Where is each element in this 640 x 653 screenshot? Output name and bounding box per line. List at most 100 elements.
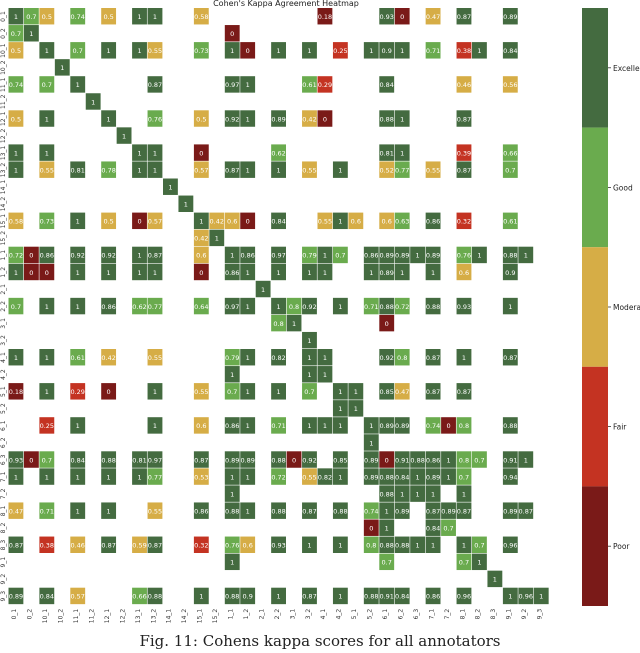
- heatmap-cell: [193, 212, 209, 230]
- heatmap-cell: [502, 587, 518, 605]
- heatmap-cell: [533, 587, 549, 605]
- cell-value-label: 0.42: [210, 218, 224, 226]
- cell-value-label: 0.82: [271, 354, 285, 362]
- heatmap-cell: [302, 366, 317, 383]
- heatmap-cell: [39, 246, 55, 264]
- cell-value-label: 0.7: [474, 456, 484, 464]
- cell-value-label: 0.57: [70, 593, 84, 601]
- cell-value-label: 1: [246, 422, 250, 430]
- y-tick-label: 4_1: [0, 352, 7, 363]
- heatmap-cell: [425, 451, 441, 468]
- cell-value-label: 0: [385, 456, 389, 464]
- cell-value-label: 0.46: [457, 81, 471, 89]
- cell-value-label: 0.6: [351, 218, 361, 226]
- heatmap-cell: [271, 314, 286, 332]
- cell-value-label: 1: [508, 303, 512, 311]
- cell-value-label: 1: [137, 47, 141, 55]
- heatmap-cell: [394, 212, 410, 230]
- cell-value-label: 0.55: [194, 388, 208, 396]
- heatmap-cell: [240, 76, 256, 93]
- cell-value-label: 1: [230, 490, 234, 498]
- heatmap-cell: [302, 161, 317, 178]
- heatmap-cell: [101, 212, 117, 230]
- cell-value-label: 1: [276, 593, 280, 601]
- cell-value-label: 0.7: [459, 559, 469, 567]
- cell-value-label: 0.77: [148, 473, 162, 481]
- heatmap-cell: [8, 246, 24, 264]
- heatmap-cell: [240, 468, 256, 485]
- heatmap-cell: [518, 246, 534, 264]
- heatmap-cell: [394, 468, 410, 485]
- cell-value-label: 0: [292, 456, 296, 464]
- cell-value-label: 0: [323, 115, 327, 123]
- x-tick-label: 1_2: [243, 609, 250, 620]
- cell-value-label: 1: [230, 473, 234, 481]
- cell-value-label: 1: [153, 388, 157, 396]
- y-tick-label: 8_2: [0, 523, 7, 534]
- heatmap-cell: [224, 485, 240, 502]
- cell-value-label: 1: [323, 371, 327, 379]
- cell-value-label: 0.89: [379, 269, 393, 277]
- cell-value-label: 0.88: [148, 593, 162, 601]
- cell-value-label: 1: [385, 525, 389, 533]
- cell-value-label: 0.89: [503, 13, 517, 21]
- cell-value-label: 0.91: [379, 593, 393, 601]
- heatmap-cell: [8, 161, 24, 178]
- cell-value-label: 0.55: [40, 166, 54, 174]
- cell-value-label: 1: [416, 542, 420, 550]
- heatmap-cell: [147, 263, 163, 281]
- cell-value-label: 0.89: [441, 507, 455, 515]
- heatmap-cell: [271, 417, 286, 434]
- cell-value-label: 0: [230, 30, 234, 38]
- heatmap-cell: [302, 502, 317, 519]
- y-tick-label: 4_2: [0, 369, 7, 380]
- heatmap-cell: [147, 297, 163, 315]
- heatmap-cell: [502, 417, 518, 434]
- heatmap-cell: [39, 297, 55, 315]
- y-tick-label: 3_1: [0, 318, 7, 329]
- cell-value-label: 1: [122, 132, 126, 140]
- heatmap-cell: [70, 383, 86, 400]
- cell-value-label: 1: [60, 64, 64, 72]
- cell-value-label: 0.74: [9, 81, 23, 89]
- heatmap-cell: [8, 587, 24, 605]
- heatmap-cell: [224, 536, 240, 553]
- heatmap-cell: [441, 468, 456, 485]
- heatmap-cell: [332, 400, 348, 417]
- cell-value-label: 0.89: [426, 252, 440, 260]
- cell-value-label: 0.86: [426, 593, 440, 601]
- heatmap-cell: [163, 178, 178, 195]
- cell-value-label: 1: [246, 473, 250, 481]
- x-tick-label: 14_1: [166, 609, 173, 624]
- heatmap-cell: [410, 468, 426, 485]
- heatmap-cell: [456, 42, 472, 59]
- heatmap-cell: [394, 502, 410, 519]
- cell-value-label: 0.88: [503, 422, 517, 430]
- cell-value-label: 0.91: [503, 456, 517, 464]
- cell-value-label: 0.97: [225, 303, 239, 311]
- heatmap-cell: [70, 502, 86, 519]
- cell-value-label: 0.88: [225, 593, 239, 601]
- cell-value-label: 0.84: [379, 81, 393, 89]
- cell-value-label: 0.61: [70, 354, 84, 362]
- heatmap-cell: [193, 110, 209, 127]
- cell-value-label: 0.89: [395, 422, 409, 430]
- x-tick-label: 6_2: [397, 609, 404, 620]
- cell-value-label: 0.87: [457, 115, 471, 123]
- heatmap-cell: [147, 110, 163, 127]
- heatmap-cell: [101, 451, 117, 468]
- cell-value-label: 0.92: [302, 303, 316, 311]
- cell-value-label: 0.88: [503, 252, 517, 260]
- x-tick-label: 7_2: [444, 609, 451, 620]
- cell-value-label: 0.64: [194, 303, 208, 311]
- heatmap-cell: [147, 161, 163, 178]
- y-tick-label: 14_1: [0, 180, 7, 195]
- heatmap-cell: [8, 263, 24, 281]
- heatmap-cell: [39, 263, 55, 281]
- heatmap-cell: [70, 349, 86, 366]
- heatmap-cell: [348, 400, 364, 417]
- cell-value-label: 0: [246, 47, 250, 55]
- cell-value-label: 0.8: [289, 303, 299, 311]
- heatmap-cell: [39, 144, 55, 161]
- cell-value-label: 0.7: [11, 303, 21, 311]
